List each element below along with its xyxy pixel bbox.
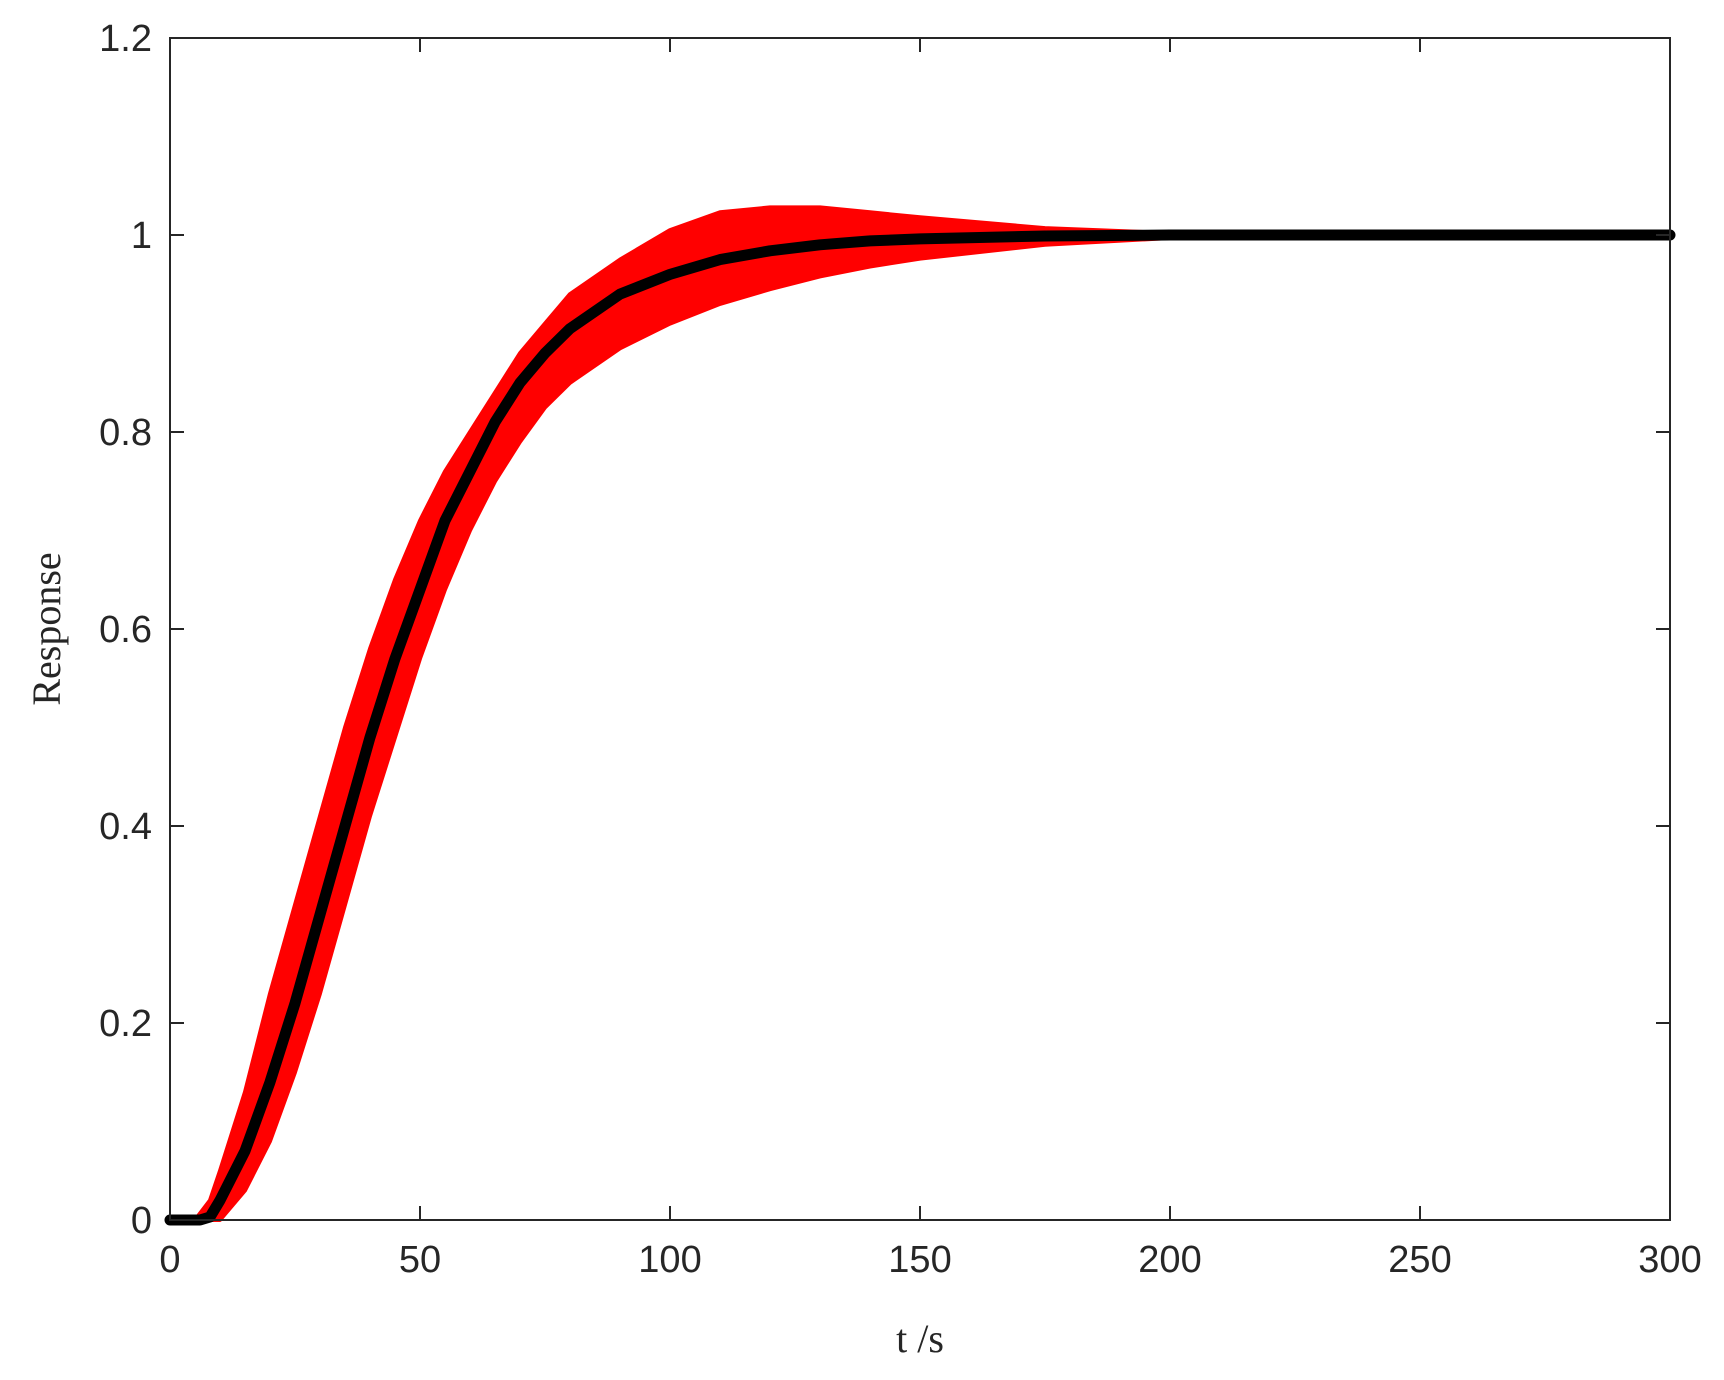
x-tick-label: 0	[159, 1239, 180, 1281]
y-axis-title: Response	[24, 552, 69, 705]
y-tick-label: 0	[131, 1200, 152, 1242]
y-tick-label: 0.2	[99, 1003, 152, 1045]
y-tick-label: 0.4	[99, 806, 152, 848]
axis-ticks: 0 50 100 150 200 250 300 0 0.2 0.4 0.6 0.8 1 1.2	[99, 18, 1702, 1281]
y-tick-label: 1	[131, 215, 152, 257]
x-tick-label: 100	[638, 1239, 701, 1281]
nominal-line	[164, 229, 1676, 1226]
nominal-series	[164, 229, 1676, 1226]
x-axis-title: t /s	[896, 1316, 944, 1361]
y-tick-label: 0.8	[99, 412, 152, 454]
x-tick-label: 150	[888, 1239, 951, 1281]
x-tick-label: 200	[1138, 1239, 1201, 1281]
y-tick-label: 0.6	[99, 609, 152, 651]
x-tick-label: 250	[1388, 1239, 1451, 1281]
x-tick-label: 300	[1638, 1239, 1701, 1281]
x-tick-label: 50	[399, 1239, 441, 1281]
y-tick-label: 1.2	[99, 18, 152, 60]
